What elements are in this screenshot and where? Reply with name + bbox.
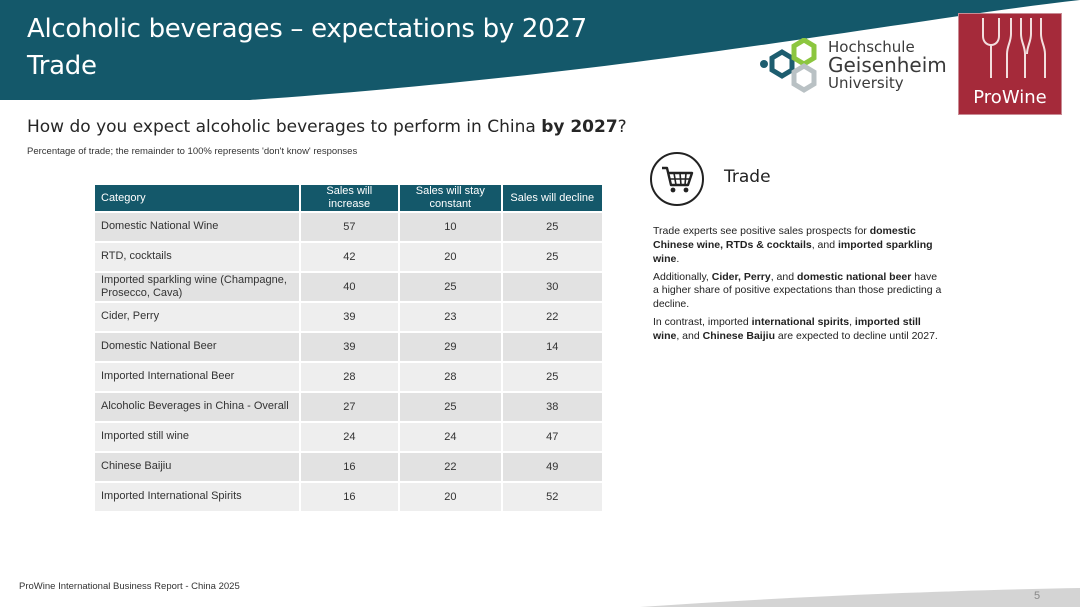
row-constant: 10 (400, 213, 501, 241)
row-category: Domestic National Wine (95, 213, 299, 241)
header-constant: Sales will stay constant (400, 185, 501, 211)
row-constant: 25 (400, 273, 501, 301)
row-decline: 25 (502, 243, 602, 271)
table-row: Imported sparkling wine (Champagne, Pros… (95, 273, 602, 301)
table-row: Alcoholic Beverages in China - Overall 2… (95, 393, 602, 421)
row-decline: 30 (502, 273, 602, 301)
header-decline: Sales will decline (502, 185, 602, 211)
row-constant: 24 (400, 423, 501, 451)
row-decline: 38 (502, 393, 602, 421)
logo-text-geisenheim: Geisenheim (828, 53, 947, 78)
question-note: Percentage of trade; the remainder to 10… (27, 146, 358, 157)
row-category: RTD, cocktails (95, 243, 299, 271)
row-decline: 22 (502, 303, 602, 331)
table-row: Cider, Perry 39 23 22 (95, 303, 602, 331)
hochschule-geisenheim-logo: Hochschule Geisenheim University (758, 37, 948, 102)
commentary-text: Trade experts see positive sales prospec… (653, 225, 943, 348)
row-decline: 49 (502, 453, 602, 481)
table-row: Chinese Baijiu 16 22 49 (95, 453, 602, 481)
row-increase: 39 (300, 303, 399, 331)
table-row: Imported still wine 24 24 47 (95, 423, 602, 451)
row-category: Imported sparkling wine (Champagne, Pros… (95, 273, 299, 301)
row-increase: 16 (300, 453, 399, 481)
row-decline: 25 (502, 363, 602, 391)
row-constant: 23 (400, 303, 501, 331)
row-category: Imported International Spirits (95, 483, 299, 511)
row-category: Imported still wine (95, 423, 299, 451)
row-increase: 28 (300, 363, 399, 391)
row-category: Chinese Baijiu (95, 453, 299, 481)
commentary-paragraph-3: In contrast, imported international spir… (653, 316, 938, 343)
row-category: Imported International Beer (95, 363, 299, 391)
wine-bottles-icon (982, 18, 1046, 78)
row-category: Domestic National Beer (95, 333, 299, 361)
question-end: ? (617, 117, 627, 137)
commentary-paragraph-2: Additionally, Cider, Perry, and domestic… (653, 270, 942, 311)
row-constant: 22 (400, 453, 501, 481)
row-decline: 14 (502, 333, 602, 361)
row-decline: 25 (502, 213, 602, 241)
header-increase: Sales will increase (300, 185, 399, 211)
row-constant: 29 (400, 333, 501, 361)
table-header-row: Category Sales will increase Sales will … (95, 185, 602, 211)
expectations-table: Category Sales will increase Sales will … (93, 183, 604, 513)
logo-text-hochschule: Hochschule (828, 38, 915, 56)
table-row: Imported International Beer 28 28 25 (95, 363, 602, 391)
prowine-logo: ProWine (958, 13, 1062, 115)
table-row: Imported International Spirits 16 20 52 (95, 483, 602, 511)
question-text: How do you expect alcoholic beverages to… (27, 117, 542, 137)
row-increase: 40 (300, 273, 399, 301)
row-increase: 24 (300, 423, 399, 451)
logo-text-university: University (828, 73, 904, 92)
row-category: Cider, Perry (95, 303, 299, 331)
row-constant: 20 (400, 483, 501, 511)
row-increase: 27 (300, 393, 399, 421)
page-subtitle-trade: Trade (27, 51, 97, 81)
page-title: Alcoholic beverages – expectations by 20… (27, 14, 587, 44)
row-constant: 25 (400, 393, 501, 421)
footer-band (640, 588, 1080, 607)
row-decline: 52 (502, 483, 602, 511)
page-number: 5 (1034, 590, 1041, 602)
table-row: Domestic National Wine 57 10 25 (95, 213, 602, 241)
header-band (0, 0, 1080, 100)
side-panel-label: Trade (724, 167, 771, 187)
table-row: Domestic National Beer 39 29 14 (95, 333, 602, 361)
shopping-cart-icon (650, 152, 704, 206)
row-increase: 42 (300, 243, 399, 271)
survey-question: How do you expect alcoholic beverages to… (27, 117, 627, 137)
hexagon-molecule-icon (760, 37, 817, 93)
table-row: RTD, cocktails 42 20 25 (95, 243, 602, 271)
row-constant: 28 (400, 363, 501, 391)
footer-text: ProWine International Business Report - … (19, 581, 240, 592)
header-category: Category (95, 185, 299, 211)
row-increase: 39 (300, 333, 399, 361)
commentary-paragraph-1: Trade experts see positive sales prospec… (653, 225, 933, 265)
row-increase: 16 (300, 483, 399, 511)
row-decline: 47 (502, 423, 602, 451)
row-constant: 20 (400, 243, 501, 271)
row-category: Alcoholic Beverages in China - Overall (95, 393, 299, 421)
prowine-logo-text: ProWine (973, 87, 1047, 108)
row-increase: 57 (300, 213, 399, 241)
question-bold: by 2027 (541, 117, 618, 137)
